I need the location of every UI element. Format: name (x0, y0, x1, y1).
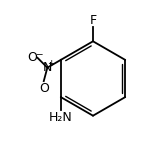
Text: −: − (35, 49, 42, 58)
Text: +: + (47, 59, 55, 68)
Text: O: O (27, 51, 37, 64)
Text: N: N (43, 61, 52, 74)
Text: H₂N: H₂N (49, 111, 73, 124)
Text: F: F (89, 14, 97, 27)
Text: O: O (39, 82, 49, 95)
